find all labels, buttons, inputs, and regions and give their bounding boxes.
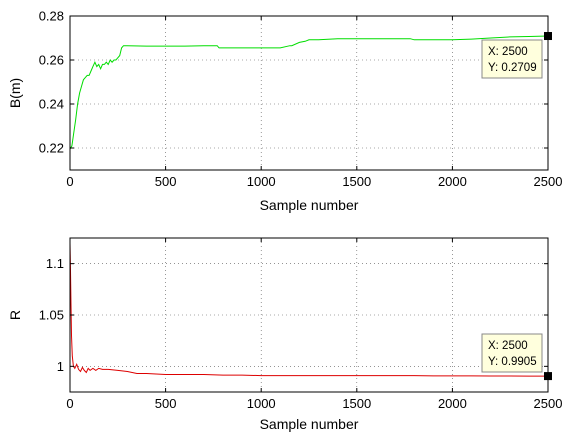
y-tick-label: 0.24 [39, 97, 64, 112]
x-tick-label: 2500 [534, 396, 563, 411]
plot-area-bottom [70, 238, 548, 392]
ticks-top: 0 500 1000 1500 2000 2500 0.22 0.24 0.26 0.28 [39, 9, 563, 190]
axes-top: 0 500 1000 1500 2000 2500 0.22 0.24 0.26 0.28 Sam… [7, 9, 562, 214]
datatip-y-bottom: Y: 0.9905 [488, 356, 537, 368]
y-axis-label-bottom: R [7, 310, 23, 320]
datatip-top[interactable]: X: 2500 Y: 0.2709 [481, 32, 552, 79]
x-tick-label: 1000 [247, 396, 276, 411]
x-tick-label: 1000 [247, 174, 276, 189]
plot-frame-top [69, 15, 549, 171]
series-line-b [69, 35, 549, 150]
x-tick-label: 2500 [534, 174, 563, 189]
y-tick-label: 1.1 [46, 256, 64, 271]
y-tick-label: 1.05 [39, 308, 64, 323]
datatip-box-bottom [481, 333, 543, 373]
x-tick-label: 2000 [438, 174, 467, 189]
y-tick-label: 1 [57, 359, 64, 374]
x-tick-label: 1500 [342, 396, 371, 411]
x-axis-label-top: Sample number [260, 197, 359, 213]
grid-bottom [70, 238, 548, 392]
datatip-marker-bottom[interactable] [544, 372, 552, 381]
datatip-x-top: X: 2500 [488, 46, 528, 58]
x-tick-label: 0 [66, 396, 73, 411]
axes-bottom: 0 500 1000 1500 2000 2500 1 1.05 1.1 Sample numb… [7, 237, 563, 432]
x-tick-label: 0 [66, 174, 73, 189]
datatip-x-bottom: X: 2500 [488, 340, 528, 352]
ticks-bottom: 0 500 1000 1500 2000 2500 1 1.05 1.1 [39, 238, 563, 411]
datatip-y-top: Y: 0.2709 [488, 62, 537, 74]
datatip-bottom[interactable]: X: 2500 Y: 0.9905 [481, 333, 552, 381]
grid-top [70, 16, 548, 170]
y-tick-label: 0.28 [39, 9, 64, 24]
datatip-box-top [481, 39, 543, 79]
series-line-r [69, 243, 548, 377]
y-axis-label-top: B(m) [7, 78, 23, 108]
y-tick-label: 0.22 [39, 141, 64, 156]
x-axis-label-bottom: Sample number [260, 416, 359, 432]
plot-area-top [70, 16, 548, 170]
x-tick-label: 500 [155, 174, 177, 189]
x-tick-label: 2000 [438, 396, 467, 411]
datatip-marker-top[interactable] [544, 32, 552, 41]
x-tick-label: 500 [155, 396, 177, 411]
x-tick-label: 1500 [342, 174, 371, 189]
y-tick-label: 0.26 [39, 53, 64, 68]
